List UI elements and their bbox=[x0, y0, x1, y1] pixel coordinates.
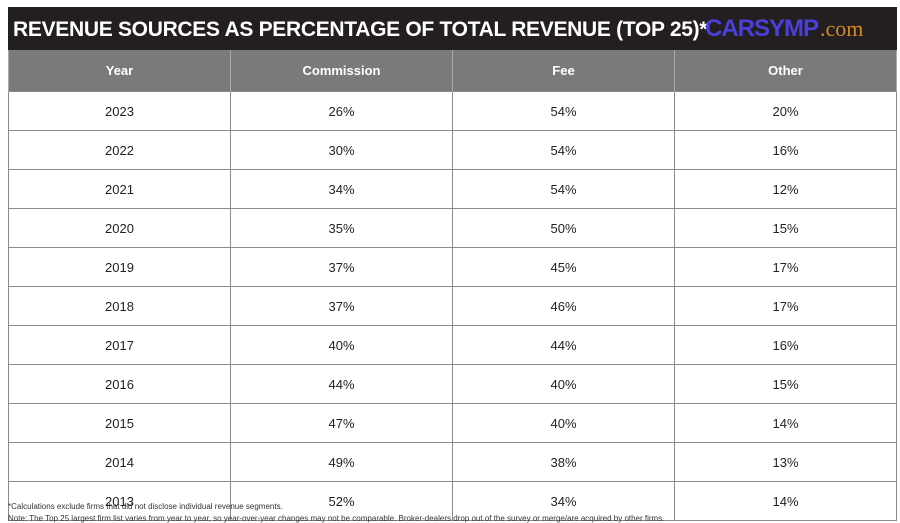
table-cell: 2022 bbox=[8, 130, 231, 170]
table-cell: 16% bbox=[674, 130, 897, 170]
table-row: 2016 44% 40% 15% bbox=[8, 364, 897, 404]
table-cell: 20% bbox=[674, 91, 897, 131]
table-cell: 40% bbox=[452, 403, 675, 443]
table-cell: 49% bbox=[230, 442, 453, 482]
column-header: Commission bbox=[230, 50, 453, 92]
table-cell: 40% bbox=[230, 325, 453, 365]
table-cell: 26% bbox=[230, 91, 453, 131]
table-cell: 45% bbox=[452, 247, 675, 287]
table-cell: 2019 bbox=[8, 247, 231, 287]
table-cell: 50% bbox=[452, 208, 675, 248]
column-header: Year bbox=[8, 50, 231, 92]
table-cell: 2023 bbox=[8, 91, 231, 131]
table-cell: 14% bbox=[674, 403, 897, 443]
table-cell: 14% bbox=[674, 481, 897, 521]
table-cell: 40% bbox=[452, 364, 675, 404]
table-row: 2020 35% 50% 15% bbox=[8, 208, 897, 248]
table-cell: 15% bbox=[674, 364, 897, 404]
table-cell: 34% bbox=[230, 169, 453, 209]
table-cell: 46% bbox=[452, 286, 675, 326]
table-cell: 2013 bbox=[8, 481, 231, 521]
table-cell: 44% bbox=[230, 364, 453, 404]
table-row: 2023 26% 54% 20% bbox=[8, 91, 897, 131]
table-row: 2022 30% 54% 16% bbox=[8, 130, 897, 170]
table-cell: 16% bbox=[674, 325, 897, 365]
column-header: Other bbox=[674, 50, 897, 92]
table-cell: 37% bbox=[230, 247, 453, 287]
table-cell: 2018 bbox=[8, 286, 231, 326]
table-cell: 2020 bbox=[8, 208, 231, 248]
table-cell: 2016 bbox=[8, 364, 231, 404]
table-row: 2019 37% 45% 17% bbox=[8, 247, 897, 287]
footnote-2: Note: The Top 25 largest firm list varie… bbox=[8, 514, 665, 523]
table-row: 2014 49% 38% 13% bbox=[8, 442, 897, 482]
table-row: 2017 40% 44% 16% bbox=[8, 325, 897, 365]
table-title: REVENUE SOURCES AS PERCENTAGE OF TOTAL R… bbox=[8, 7, 897, 50]
table-cell: 2014 bbox=[8, 442, 231, 482]
table-cell: 15% bbox=[674, 208, 897, 248]
table-cell: 2017 bbox=[8, 325, 231, 365]
table-cell: 52% bbox=[230, 481, 453, 521]
table-row: 2018 37% 46% 17% bbox=[8, 286, 897, 326]
table-cell: 38% bbox=[452, 442, 675, 482]
table-cell: 2015 bbox=[8, 403, 231, 443]
table-cell: 44% bbox=[452, 325, 675, 365]
revenue-table: Year Commission Fee Other 2023 26% 54% 20% 2022… bbox=[8, 50, 897, 521]
table-cell: 12% bbox=[674, 169, 897, 209]
footnote-1: *Calculations exclude firms that did not… bbox=[8, 502, 283, 511]
table-cell: 37% bbox=[230, 286, 453, 326]
table-row: 2013 52% 34% 14% bbox=[8, 481, 897, 521]
table-cell: 54% bbox=[452, 169, 675, 209]
table-row: 2015 47% 40% 14% bbox=[8, 403, 897, 443]
table-cell: 47% bbox=[230, 403, 453, 443]
table-cell: 54% bbox=[452, 130, 675, 170]
table-cell: 2021 bbox=[8, 169, 231, 209]
table-cell: 35% bbox=[230, 208, 453, 248]
table-cell: 30% bbox=[230, 130, 453, 170]
table-cell: 54% bbox=[452, 91, 675, 131]
table-cell: 13% bbox=[674, 442, 897, 482]
table-cell: 17% bbox=[674, 286, 897, 326]
revenue-table-figure: REVENUE SOURCES AS PERCENTAGE OF TOTAL R… bbox=[8, 7, 897, 521]
table-row: 2021 34% 54% 12% bbox=[8, 169, 897, 209]
column-header: Fee bbox=[452, 50, 675, 92]
table-cell: 17% bbox=[674, 247, 897, 287]
